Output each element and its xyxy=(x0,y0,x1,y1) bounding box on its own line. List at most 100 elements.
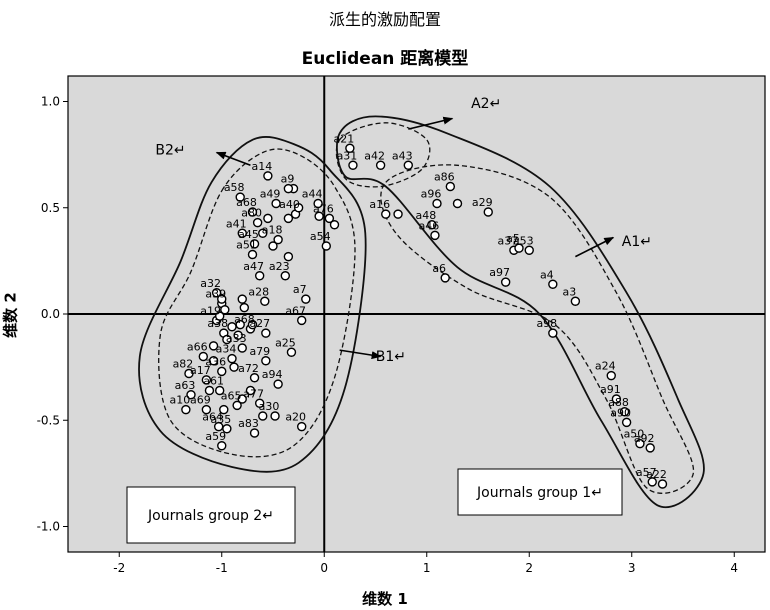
scatter-point xyxy=(261,356,271,366)
point-label: a25 xyxy=(275,336,296,349)
scatter-point xyxy=(283,183,294,194)
scatter-point xyxy=(204,385,215,396)
scatter-point xyxy=(293,203,304,213)
x-tick-label: 0 xyxy=(320,561,328,575)
y-tick-label: 0.0 xyxy=(41,307,60,321)
point-label: a48 xyxy=(416,209,437,222)
point-label: a88 xyxy=(608,396,629,409)
point-label: a6 xyxy=(432,262,446,275)
scatter-point xyxy=(261,328,271,338)
outline-b-outer xyxy=(138,136,367,473)
scatter-point xyxy=(233,330,243,340)
point-label: a57 xyxy=(636,466,657,479)
point-label: a27 xyxy=(249,317,270,330)
scatter-point xyxy=(345,143,355,153)
point-label: a80 xyxy=(241,207,262,220)
scatter-point xyxy=(548,279,558,289)
scatter-point xyxy=(570,296,581,306)
reference-lines xyxy=(68,76,765,552)
point-label: a41 xyxy=(226,217,247,230)
scatter-point xyxy=(237,343,247,353)
y-tick-label: 1.0 xyxy=(41,95,60,109)
point-label: a94 xyxy=(262,368,283,381)
scatter-point xyxy=(198,351,209,362)
point-label: a19 xyxy=(200,304,221,317)
point-label: a10 xyxy=(170,394,191,407)
scatter-point xyxy=(219,404,229,415)
scatter-point xyxy=(263,213,273,224)
scatter-point xyxy=(301,294,311,304)
scatter-point xyxy=(430,230,440,241)
scatter-point xyxy=(252,217,263,228)
scatter-point xyxy=(217,441,227,451)
arrow-a2 xyxy=(408,116,454,130)
point-label: a34 xyxy=(216,343,237,356)
chart-subtitle: Euclidean 距离模型 xyxy=(301,49,469,69)
outline-a2-inner xyxy=(335,122,431,188)
x-axis-ticks: -2 -1 0 1 2 3 4 xyxy=(113,552,738,575)
scatter-point xyxy=(313,198,323,209)
scatter-point xyxy=(214,385,225,396)
outline-b-inner xyxy=(158,148,356,458)
point-label: a18 xyxy=(262,224,283,237)
scatter-point xyxy=(403,160,413,170)
scatter-point xyxy=(297,315,307,326)
scatter-point xyxy=(635,438,645,449)
y-tick-label: -1.0 xyxy=(37,520,60,534)
point-label: a22 xyxy=(646,468,667,481)
scatter-point xyxy=(235,192,245,202)
point-label: a33 xyxy=(226,332,247,345)
point-label: a86 xyxy=(434,171,455,184)
scatter-point xyxy=(270,411,280,421)
scatter-point xyxy=(214,311,225,321)
scatter-point xyxy=(237,394,247,404)
scatter-point xyxy=(321,241,331,251)
cluster-label-a2: A2↵ xyxy=(471,96,501,112)
scatter-point xyxy=(213,421,224,432)
point-label: a68 xyxy=(234,313,255,326)
scatter-point xyxy=(432,198,442,209)
arrow-b1 xyxy=(339,349,382,360)
scatter-point xyxy=(247,207,258,217)
scatter-point xyxy=(254,271,265,281)
scatter-point xyxy=(452,198,463,209)
point-label: a37 xyxy=(498,234,519,247)
scatter-point xyxy=(297,421,307,432)
point-label: a5 xyxy=(506,232,520,245)
direction-arrows xyxy=(215,116,615,360)
point-label: a28 xyxy=(248,285,269,298)
point-label: a82 xyxy=(173,358,194,371)
x-tick-label: 2 xyxy=(525,561,533,575)
point-label: a14 xyxy=(252,160,273,173)
scatter-point xyxy=(263,171,273,181)
point-label: a91 xyxy=(600,383,621,396)
scatter-point xyxy=(514,243,524,253)
point-label: a7 xyxy=(293,283,307,296)
point-label: a3 xyxy=(563,285,577,298)
scatter-point xyxy=(184,368,194,379)
chart-title: 派生的激励配置 xyxy=(328,10,441,29)
point-label: a43 xyxy=(392,149,413,162)
scatter-point xyxy=(211,288,222,298)
point-label: a50 xyxy=(624,428,645,441)
group-box-1 xyxy=(457,468,623,516)
scatter-point xyxy=(329,220,340,230)
scatter-point xyxy=(611,394,622,404)
scatter-point xyxy=(348,160,358,170)
scatter-point xyxy=(232,400,242,411)
point-label: a76 xyxy=(313,202,334,215)
x-tick-label: 4 xyxy=(730,561,738,575)
scatter-point xyxy=(283,213,294,224)
scatter-point xyxy=(381,209,391,219)
point-label: a72 xyxy=(238,362,259,375)
group-box-2 xyxy=(126,486,296,544)
scatter-point xyxy=(324,213,335,224)
point-label: a38 xyxy=(207,317,228,330)
x-tick-label: 1 xyxy=(423,561,431,575)
scatter-point xyxy=(286,347,297,357)
scatter-point xyxy=(237,228,247,238)
scatter-point xyxy=(524,245,534,255)
scatter-point xyxy=(258,411,268,421)
